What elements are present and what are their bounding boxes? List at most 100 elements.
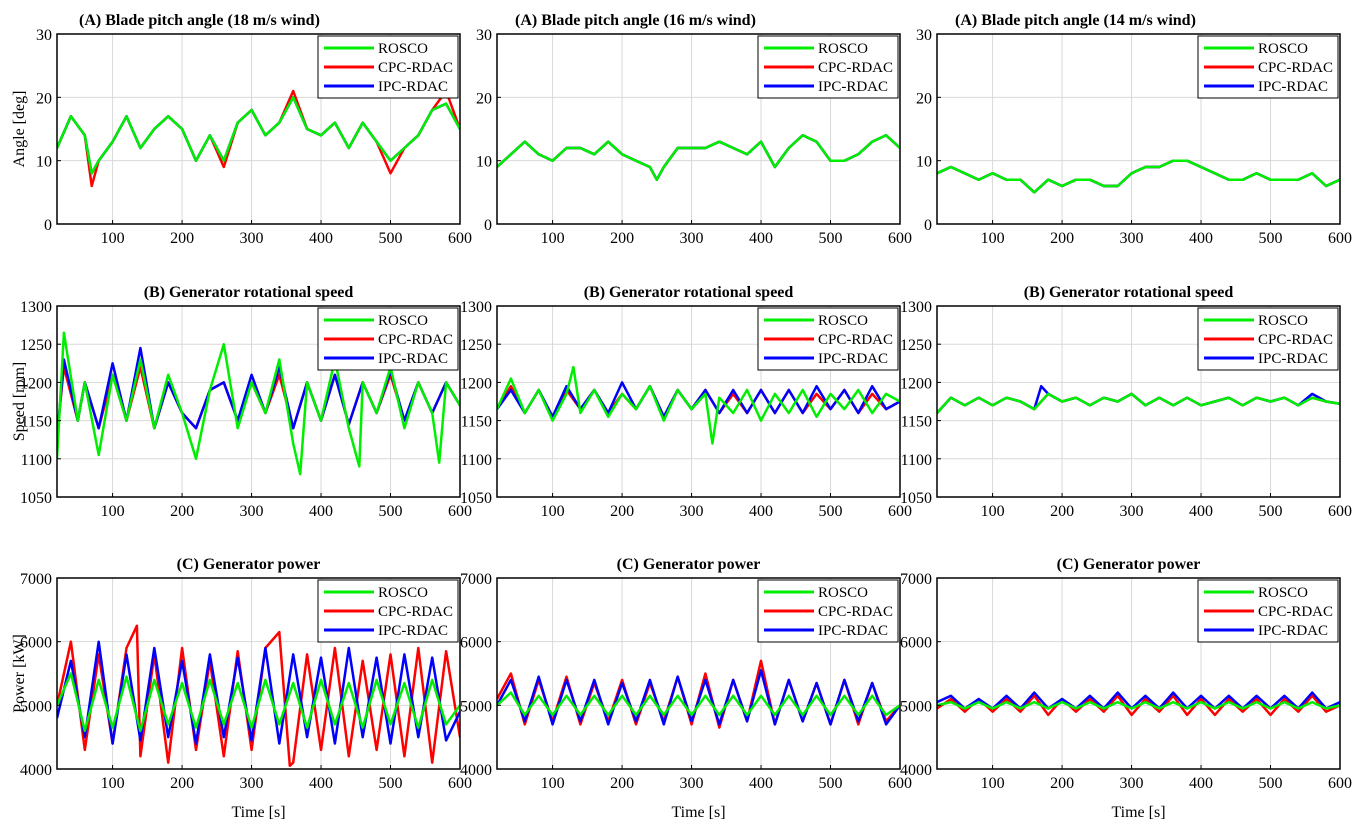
legend-label: ROSCO [378, 313, 428, 329]
y-tick-label: 0 [44, 217, 52, 234]
x-tick-label: 500 [819, 775, 843, 792]
legend-label: ROSCO [378, 585, 428, 601]
x-tick-label: 100 [541, 503, 565, 520]
x-tick-label: 500 [1259, 230, 1283, 247]
series-line-rosco [57, 96, 460, 175]
y-tick-label: 6000 [20, 635, 52, 652]
x-tick-label: 200 [610, 775, 634, 792]
y-tick-label: 5000 [20, 698, 52, 715]
y-tick-label: 1250 [900, 337, 932, 354]
x-tick-label: 600 [1328, 503, 1352, 520]
legend-label: IPC-RDAC [378, 351, 448, 367]
x-tick-label: 600 [888, 775, 912, 792]
axes-frame [56, 305, 461, 498]
panel-title: (A) Blade pitch angle (16 m/s wind) [515, 12, 756, 29]
panel-8: 100 200 300 400 500 600 4000 5000 6000 7000 (C) Ge… [460, 556, 912, 821]
legend-label: CPC-RDAC [378, 332, 453, 348]
x-tick-label: 400 [309, 230, 333, 247]
legend-label: CPC-RDAC [818, 60, 893, 76]
series-line-rosco [57, 672, 460, 733]
x-tick-label: 100 [541, 775, 565, 792]
x-tick-label: 300 [240, 775, 264, 792]
axes-frame [936, 577, 1341, 770]
legend-box [317, 307, 459, 371]
legend: ROSCO CPC-RDAC IPC-RDAC [1197, 35, 1339, 99]
series-line-rosco [57, 331, 460, 476]
x-tick-label: 200 [1050, 230, 1074, 247]
legend: ROSCO CPC-RDAC IPC-RDAC [757, 579, 899, 643]
x-tick-label: 500 [379, 230, 403, 247]
x-tick-label: 400 [749, 230, 773, 247]
y-tick-label: 20 [476, 90, 492, 107]
series-line-rosco [937, 159, 1340, 194]
legend: ROSCO CPC-RDAC IPC-RDAC [317, 35, 459, 99]
x-tick-label: 100 [981, 230, 1005, 247]
x-tick-label: 300 [240, 230, 264, 247]
series-line-ipc-rdac [497, 381, 900, 419]
y-tick-label: 1300 [20, 299, 52, 316]
x-tick-label: 100 [101, 775, 125, 792]
legend-label: CPC-RDAC [1258, 332, 1333, 348]
y-axis-label: Speed [rpm] [11, 362, 28, 442]
x-tick-label: 600 [448, 775, 472, 792]
x-tick-label: 100 [101, 503, 125, 520]
x-tick-label: 200 [1050, 503, 1074, 520]
series-line-ipc-rdac [57, 640, 460, 745]
legend-label: IPC-RDAC [1258, 351, 1328, 367]
y-tick-label: 1250 [20, 337, 52, 354]
y-tick-label: 1100 [901, 452, 932, 469]
x-tick-label: 400 [309, 503, 333, 520]
x-tick-label: 500 [819, 230, 843, 247]
panel-3: 100 200 300 400 500 600 0 10 20 30 (A) Blade pitch… [916, 12, 1352, 247]
y-tick-label: 4000 [900, 762, 932, 779]
x-tick-label: 200 [610, 230, 634, 247]
panel-title: (B) Generator rotational speed [1024, 284, 1234, 301]
panel-title: (B) Generator rotational speed [144, 284, 354, 301]
x-tick-label: 400 [749, 775, 773, 792]
legend-label: ROSCO [818, 313, 868, 329]
panel-1: 100 200 300 400 500 600 0 10 20 30 (A) Blade pitch… [11, 12, 472, 247]
legend: ROSCO CPC-RDAC IPC-RDAC [317, 307, 459, 371]
x-tick-label: 100 [981, 775, 1005, 792]
y-tick-label: 5000 [460, 698, 492, 715]
y-tick-label: 1200 [460, 375, 492, 392]
y-tick-label: 1100 [21, 452, 52, 469]
axes-frame [496, 33, 901, 225]
legend: ROSCO CPC-RDAC IPC-RDAC [317, 579, 459, 643]
series-line-rosco [937, 700, 1340, 710]
y-tick-label: 7000 [900, 571, 932, 588]
x-tick-label: 600 [1328, 775, 1352, 792]
panel-title: (A) Blade pitch angle (18 m/s wind) [79, 12, 320, 29]
panel-6: 100 200 300 400 500 600 1050 1100 1150 1200 1250 13… [900, 284, 1352, 520]
x-tick-label: 300 [680, 230, 704, 247]
x-tick-label: 200 [170, 775, 194, 792]
axes-frame [496, 305, 901, 498]
axes-frame [56, 33, 461, 225]
panel-2: 100 200 300 400 500 600 0 10 20 30 (A) Blade pitch… [476, 12, 912, 247]
y-tick-label: 20 [36, 90, 52, 107]
x-tick-label: 300 [1120, 230, 1144, 247]
panel-9: 100 200 300 400 500 600 4000 5000 6000 7000 (C) Ge… [900, 556, 1352, 821]
legend-label: CPC-RDAC [1258, 60, 1333, 76]
y-tick-label: 1150 [461, 414, 492, 431]
y-tick-label: 30 [36, 27, 52, 44]
legend-box [757, 307, 899, 371]
y-tick-label: 1050 [460, 490, 492, 507]
legend-label: CPC-RDAC [378, 60, 453, 76]
x-tick-label: 600 [888, 230, 912, 247]
legend-label: ROSCO [1258, 313, 1308, 329]
x-tick-label: 300 [1120, 775, 1144, 792]
y-tick-label: 7000 [20, 571, 52, 588]
x-tick-label: 400 [1189, 775, 1213, 792]
y-tick-label: 6000 [900, 635, 932, 652]
x-tick-label: 300 [1120, 503, 1144, 520]
y-tick-label: 10 [476, 154, 492, 171]
legend-label: ROSCO [818, 41, 868, 57]
series-line-cpc-rdac [937, 694, 1340, 717]
x-tick-label: 400 [1189, 230, 1213, 247]
x-tick-label: 600 [448, 230, 472, 247]
x-tick-label: 600 [1328, 230, 1352, 247]
x-tick-label: 600 [448, 503, 472, 520]
y-tick-label: 7000 [460, 571, 492, 588]
y-tick-label: 1150 [901, 414, 932, 431]
